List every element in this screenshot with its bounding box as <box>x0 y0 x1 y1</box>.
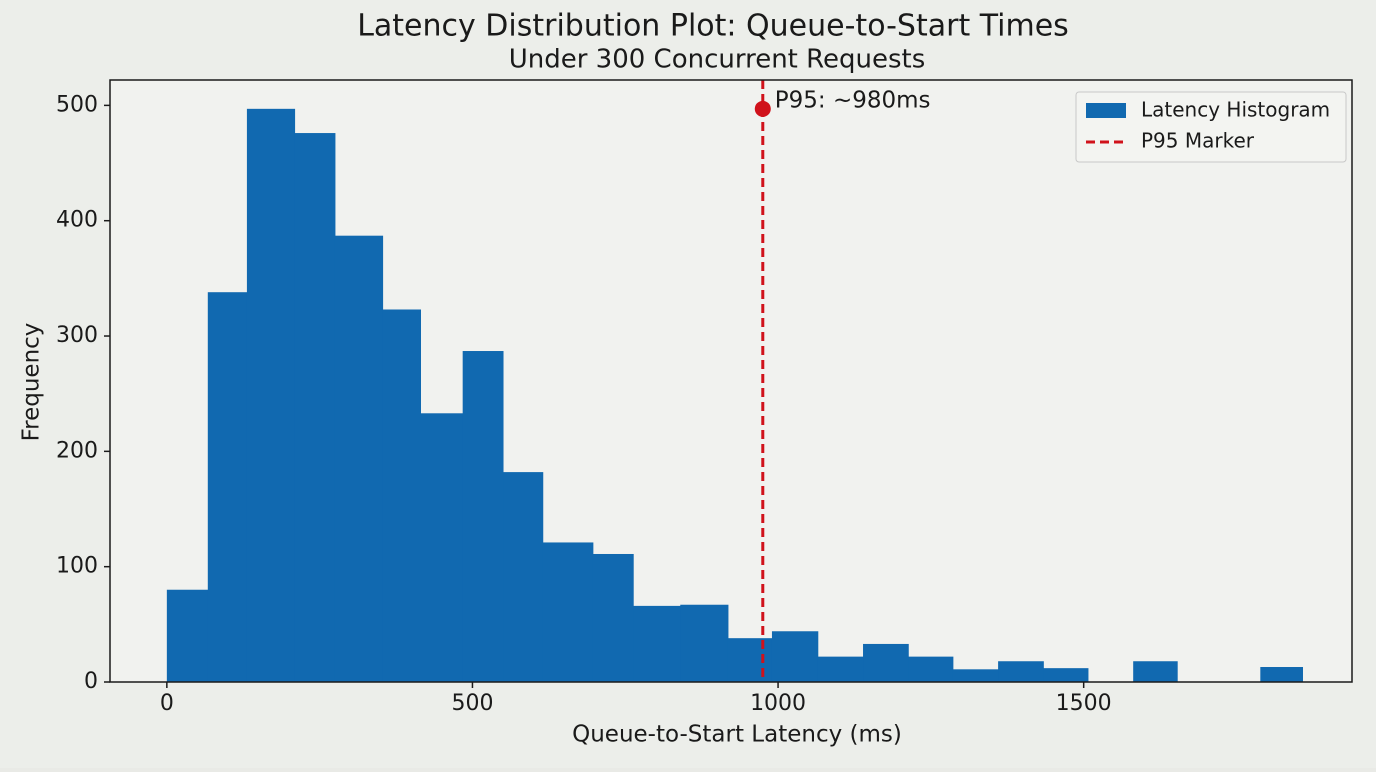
p95-point <box>754 100 771 117</box>
x-tick-label: 0 <box>160 691 174 716</box>
bar <box>420 413 464 682</box>
bar <box>166 589 209 682</box>
bar <box>207 292 248 682</box>
legend-label: Latency Histogram <box>1141 98 1330 122</box>
x-tick-label: 1500 <box>1056 691 1112 716</box>
bar <box>771 631 819 682</box>
legend-label: P95 Marker <box>1141 129 1255 153</box>
bar <box>1133 661 1178 682</box>
y-tick-label: 500 <box>56 92 98 117</box>
bar <box>294 133 336 682</box>
p95-label: P95: ~980ms <box>775 87 931 113</box>
bar <box>727 638 773 682</box>
x-tick-label: 1000 <box>750 691 806 716</box>
y-tick-label: 100 <box>56 554 98 579</box>
bar <box>334 235 384 683</box>
y-tick-label: 200 <box>56 438 98 463</box>
bar <box>382 309 421 682</box>
bar <box>592 553 634 682</box>
bar <box>863 643 909 682</box>
bar <box>680 604 729 682</box>
chart-title: Latency Distribution Plot: Queue-to-Star… <box>357 9 1069 44</box>
bar <box>817 656 864 682</box>
bar <box>908 656 954 682</box>
bar <box>1260 667 1303 682</box>
bar <box>462 351 504 682</box>
y-axis-label: Frequency <box>19 323 45 442</box>
legend-swatch <box>1086 103 1126 118</box>
bar <box>998 661 1044 682</box>
x-tick-label: 500 <box>451 691 493 716</box>
y-tick-label: 300 <box>56 323 98 348</box>
x-axis-label: Queue-to-Start Latency (ms) <box>572 722 902 748</box>
bar <box>542 542 594 682</box>
y-tick-label: 400 <box>56 208 98 233</box>
chart-subtitle: Under 300 Concurrent Requests <box>509 45 926 75</box>
bar <box>246 108 296 682</box>
y-tick-label: 0 <box>84 669 98 694</box>
bar <box>952 669 999 682</box>
bar <box>503 472 544 682</box>
plot-frame <box>109 79 1353 683</box>
bar <box>633 605 681 682</box>
bar <box>1043 668 1089 682</box>
legend-box <box>1075 91 1347 163</box>
